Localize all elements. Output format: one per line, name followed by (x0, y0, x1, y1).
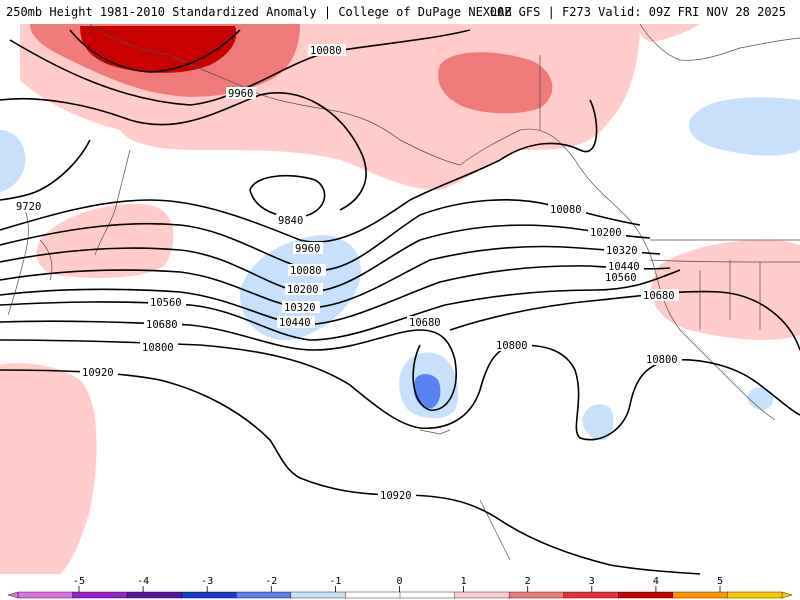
label-9720: 9720 (16, 201, 41, 213)
label-10080-east: 10080 (550, 204, 582, 216)
contour-10200 (0, 224, 651, 293)
colorbar-segment (618, 591, 674, 599)
colorbar-segment (17, 591, 74, 599)
label-10920: 10920 (82, 367, 114, 379)
label-10320: 10320 (284, 302, 316, 314)
contour-10080-north (9, 29, 471, 106)
colorbar-segment (727, 591, 783, 599)
colorbar-segment (181, 591, 237, 599)
label-10440: 10440 (279, 317, 311, 329)
label-10320-east: 10320 (606, 245, 638, 257)
label-10560: 10560 (150, 297, 182, 309)
label-10920-south: 10920 (380, 490, 412, 502)
model-run-info: 00Z GFS | F273 Valid: 09Z FRI NOV 28 202… (489, 5, 786, 19)
label-10200-east: 10200 (590, 227, 622, 239)
colorbar-tick-label: 2 (525, 576, 531, 587)
contour-9720 (0, 139, 91, 201)
colorbar-segment (454, 591, 510, 599)
anomaly-negative-cutoff-core (414, 374, 441, 409)
contour-labels: 10080 9960 9720 9840 9960 10080 10200 10… (14, 44, 682, 502)
anomaly-positive-west-us (651, 239, 800, 340)
anomaly-positive-japan (36, 204, 174, 278)
label-10080-north: 10080 (310, 45, 342, 57)
contour-9960-north (69, 29, 241, 73)
colorbar-arrow-right (781, 591, 793, 599)
label-10680-east: 10680 (643, 290, 675, 302)
colorbar-tick-label: 1 (461, 576, 467, 587)
contour-10440 (0, 265, 671, 326)
label-10560-east: 10560 (605, 272, 637, 284)
contour-10920 (0, 369, 701, 575)
anomaly-positive-southwest (0, 363, 97, 574)
coastlines (7, 23, 800, 561)
label-10080: 10080 (290, 265, 322, 277)
colorbar-segment (399, 591, 456, 599)
label-9960-north: 9960 (228, 88, 253, 100)
label-10680: 10680 (146, 319, 178, 331)
colorbar-arrow-left (7, 591, 19, 599)
colorbar-tick-label: -2 (265, 576, 277, 587)
colorbar-tick-label: -3 (201, 576, 213, 587)
label-9840: 9840 (278, 215, 303, 227)
anomaly-positive-northeast (639, 24, 700, 42)
colorbar-tick-label: 4 (653, 576, 659, 587)
label-9960: 9960 (295, 243, 320, 255)
label-10680-mid: 10680 (409, 317, 441, 329)
label-10800: 10800 (142, 342, 174, 354)
contour-9960 (0, 99, 598, 243)
anomaly-positive-alaska (438, 52, 553, 114)
contour-10560 (0, 269, 681, 341)
anomaly-negative-south-mid (582, 404, 614, 441)
colorbar-segment (345, 591, 401, 599)
contour-10320 (0, 245, 661, 309)
contour-9840-closed (249, 174, 326, 218)
colorbar-tick-label: 5 (717, 576, 723, 587)
colorbar-tick-label: 0 (396, 576, 402, 587)
anomaly-negative-west-edge (0, 130, 26, 192)
label-10800-mid: 10800 (496, 340, 528, 352)
anomaly-negative-northeast (689, 97, 800, 156)
colorbar-tick-label: -1 (329, 576, 341, 587)
label-10440-east: 10440 (608, 261, 640, 273)
chart-title: 250mb Height 1981-2010 Standardized Anom… (6, 5, 512, 19)
colorbar-segment (290, 591, 347, 599)
colorbar-ticks: -5 -4 -3 -2 -1 0 1 2 3 4 5 (73, 576, 723, 592)
colorbar-tick-label: -4 (137, 576, 149, 587)
colorbar-tick-label: 3 (589, 576, 595, 587)
label-10800-east: 10800 (646, 354, 678, 366)
colorbar-segment (563, 591, 619, 599)
colorbar-segment (72, 591, 128, 599)
label-10200: 10200 (287, 284, 319, 296)
colorbar-segment (672, 591, 729, 599)
colorbar-segment (126, 591, 183, 599)
anomaly-negative-southeast (747, 387, 774, 410)
colorbar-segment (236, 591, 292, 599)
colorbar (7, 591, 793, 599)
colorbar-tick-label: -5 (73, 576, 85, 587)
colorbar-segment (508, 591, 565, 599)
